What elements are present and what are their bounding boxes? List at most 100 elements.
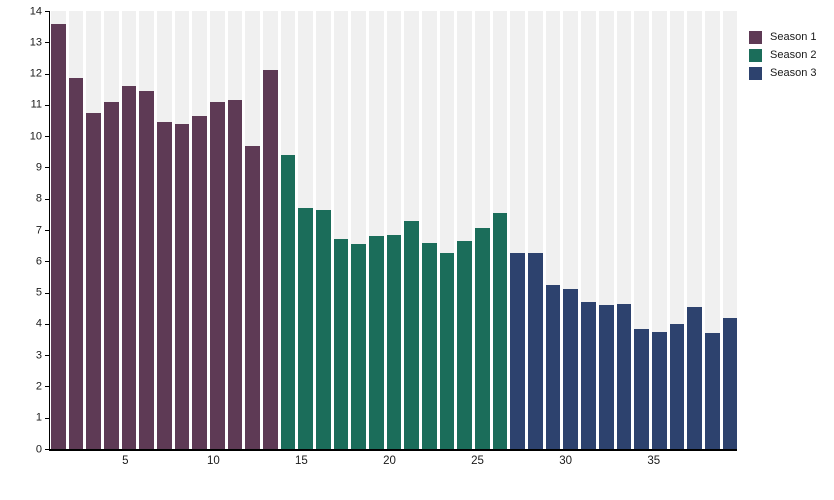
- bar-slot-11: [227, 11, 243, 449]
- y-axis-tick-10: [45, 136, 49, 138]
- y-axis-label-4: 4: [35, 317, 42, 330]
- bar-season-3-ep2: [528, 253, 543, 449]
- x-axis-label-15: 15: [295, 455, 308, 467]
- bar-season-1-ep6: [139, 90, 155, 449]
- bar-season-2-ep11: [457, 240, 473, 449]
- y-axis-tick-1: [45, 417, 49, 419]
- bar-season-2-ep9: [422, 242, 437, 449]
- bar-slot-1: [51, 11, 66, 449]
- bar-season-1-ep10: [210, 101, 225, 449]
- bar-season-3-ep1: [510, 253, 526, 449]
- bar-season-1-ep13: [263, 70, 278, 449]
- x-axis-label-30: 30: [559, 455, 573, 467]
- bar-slot-24: [457, 11, 473, 449]
- bar-slot-6: [139, 11, 155, 449]
- x-axis-label-35: 35: [647, 455, 661, 467]
- bar-slot-27: [510, 11, 526, 449]
- y-axis-label-5: 5: [35, 286, 42, 299]
- bar-season-1-ep1: [51, 23, 66, 449]
- y-axis-tick-14: [45, 11, 49, 12]
- legend-label: Season 1: [770, 31, 817, 43]
- bar-slot-16: [316, 11, 331, 449]
- y-axis-tick-13: [45, 42, 49, 44]
- bar-season-2-ep13: [492, 212, 508, 449]
- bar-slot-39: [722, 11, 738, 449]
- bar-season-3-ep9: [651, 331, 667, 449]
- y-axis-label-2: 2: [35, 380, 42, 393]
- bar-season-2-ep6: [369, 236, 384, 449]
- y-axis-label-8: 8: [35, 192, 42, 205]
- y-axis-tick-4: [45, 323, 49, 325]
- bar-season-3-ep13: [722, 317, 738, 449]
- legend-label: Season 2: [770, 49, 817, 61]
- bar-slot-19: [369, 11, 384, 449]
- bar-season-1-ep9: [192, 115, 208, 449]
- bar-slot-3: [86, 11, 102, 449]
- y-axis-label-13: 13: [29, 36, 42, 49]
- bar-slot-20: [386, 11, 402, 449]
- bar-slot-14: [280, 11, 296, 449]
- bar-slot-33: [616, 11, 632, 449]
- bar-season-2-ep4: [333, 239, 349, 449]
- bar-slot-22: [422, 11, 437, 449]
- bar-season-3-ep3: [545, 284, 561, 449]
- y-axis-label-12: 12: [29, 67, 42, 80]
- bar-season-3-ep8: [634, 328, 649, 449]
- x-axis-label-20: 20: [383, 455, 396, 467]
- bar-season-2-ep3: [316, 209, 331, 449]
- bar-slot-28: [528, 11, 543, 449]
- bar-season-3-ep7: [616, 303, 632, 449]
- y-axis-label-9: 9: [35, 161, 42, 174]
- y-axis-tick-6: [45, 261, 49, 263]
- bar-slot-18: [351, 11, 367, 449]
- bar-season-1-ep3: [86, 112, 102, 449]
- y-axis-label-0: 0: [35, 443, 42, 455]
- bar-slot-23: [439, 11, 455, 449]
- bar-slot-34: [634, 11, 649, 449]
- bar-season-2-ep2: [298, 208, 314, 449]
- bar-slot-32: [598, 11, 614, 449]
- legend-label: Season 3: [770, 67, 817, 79]
- y-axis-label-1: 1: [35, 411, 42, 424]
- bar-slot-2: [68, 11, 84, 449]
- bar-season-3-ep10: [669, 323, 685, 449]
- bar-slot-36: [669, 11, 685, 449]
- bar-season-2-ep7: [386, 234, 402, 449]
- bar-season-2-ep10: [439, 253, 455, 449]
- y-axis-label-7: 7: [35, 224, 42, 236]
- bar-season-1-ep5: [121, 86, 137, 449]
- plot-area: 0 1 2 3 4 5 6 7 8 9 10 11 12 13 14 5 10 15 20 25 30 35: [30, 6, 738, 467]
- y-axis-label-6: 6: [35, 255, 42, 268]
- bar-slot-13: [263, 11, 278, 449]
- bar-slot-15: [298, 11, 314, 449]
- bar-slot-12: [245, 11, 261, 449]
- x-axis-label-10: 10: [206, 455, 220, 467]
- y-axis-label-10: 10: [29, 130, 42, 143]
- legend-item-season-2: Season 2: [749, 49, 816, 62]
- bar-season-2-ep12: [475, 228, 490, 449]
- bar-season-1-ep12: [245, 145, 261, 449]
- y-axis-tick-2: [45, 386, 49, 388]
- bar-slot-25: [475, 11, 490, 449]
- bar-season-2-ep8: [404, 220, 420, 449]
- bar-season-1-ep4: [104, 101, 119, 449]
- bar-slot-4: [104, 11, 119, 449]
- y-axis-tick-12: [45, 73, 49, 75]
- bar-slot-38: [704, 11, 720, 449]
- bar-slot-35: [651, 11, 667, 449]
- bar-slot-9: [192, 11, 208, 449]
- bar-slot-26: [492, 11, 508, 449]
- bar-season-3-ep12: [704, 333, 720, 449]
- y-axis-tick-9: [45, 167, 49, 169]
- bars-container: [51, 11, 738, 449]
- bar-slot-30: [563, 11, 579, 449]
- bar-season-2-ep5: [351, 244, 367, 449]
- bar-slot-29: [545, 11, 561, 449]
- bar-season-2-ep1: [280, 154, 296, 449]
- legend-swatch-icon: [749, 49, 762, 62]
- bar-season-3-ep11: [687, 306, 702, 449]
- x-axis-label-25: 25: [471, 455, 484, 467]
- bar-season-1-ep7: [157, 122, 172, 449]
- bar-slot-10: [210, 11, 225, 449]
